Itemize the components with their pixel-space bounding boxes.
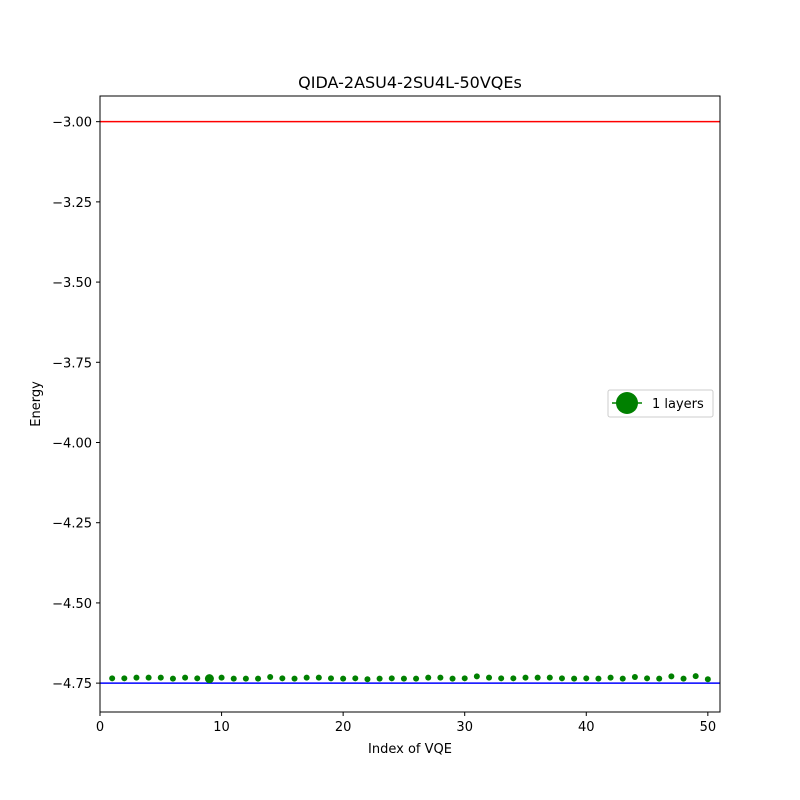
- data-point-7: [182, 674, 189, 681]
- data-point-22: [364, 676, 371, 683]
- x-tick-label-40: 40: [578, 720, 595, 735]
- data-point-20: [340, 675, 347, 682]
- data-point-11: [230, 675, 237, 682]
- y-tick-label-7: −4.75: [52, 677, 92, 692]
- legend-marker: [616, 392, 638, 414]
- data-point-48: [680, 675, 687, 682]
- data-point-40: [583, 675, 590, 682]
- x-axis-label: Index of VQE: [368, 742, 452, 757]
- legend-entry-1-layers: 1 layers: [652, 397, 704, 412]
- data-point-28: [437, 674, 444, 681]
- data-point-25: [400, 675, 407, 682]
- data-point-15: [279, 675, 286, 682]
- data-point-30: [461, 675, 468, 682]
- data-point-34: [510, 675, 517, 682]
- x-axis: 0 10 20 30 40 50: [96, 712, 716, 735]
- data-point-4: [145, 674, 152, 681]
- reference-lines: [100, 120, 720, 684]
- data-point-35: [522, 674, 529, 681]
- data-point-18: [315, 674, 322, 681]
- data-point-31: [473, 673, 480, 680]
- data-point-23: [376, 675, 383, 682]
- data-point-26: [413, 675, 420, 682]
- legend: 1 layers: [607, 389, 714, 418]
- data-point-49: [692, 673, 699, 680]
- data-point-2: [121, 675, 128, 682]
- data-point-24: [388, 675, 395, 682]
- data-point-43: [619, 675, 626, 682]
- y-tick-label-4: −4.00: [52, 437, 92, 452]
- data-point-1: [109, 675, 116, 682]
- data-point-47: [668, 673, 675, 680]
- data-point-37: [546, 674, 553, 681]
- data-point-12: [242, 675, 249, 682]
- x-tick-label-30: 30: [456, 720, 473, 735]
- data-point-6: [169, 675, 176, 682]
- data-point-44: [631, 674, 638, 681]
- data-point-9: [204, 674, 214, 684]
- y-tick-label-3: −3.75: [52, 356, 92, 371]
- data-point-17: [303, 674, 310, 681]
- data-point-41: [595, 675, 602, 682]
- y-tick-label-5: −4.25: [52, 517, 92, 532]
- data-point-19: [327, 675, 334, 682]
- data-point-21: [352, 675, 359, 682]
- data-point-14: [267, 674, 274, 681]
- data-point-27: [425, 674, 432, 681]
- data-point-32: [486, 674, 493, 681]
- y-axis-label: Energy: [29, 381, 44, 427]
- data-point-10: [218, 674, 225, 681]
- y-axis: −3.00 −3.25 −3.50 −3.75 −4.00 −4.25 −4.50 −4.75: [52, 116, 100, 692]
- data-point-46: [656, 675, 663, 682]
- data-point-29: [449, 675, 456, 682]
- data-point-42: [607, 674, 614, 681]
- x-tick-label-20: 20: [335, 720, 352, 735]
- x-tick-label-0: 0: [96, 720, 104, 735]
- chart-title: QIDA-2ASU4-2SU4L-50VQEs: [298, 73, 522, 92]
- y-tick-label-2: −3.50: [52, 276, 92, 291]
- data-point-50: [704, 676, 711, 683]
- data-point-45: [644, 675, 651, 682]
- data-points: [109, 673, 711, 684]
- data-point-5: [157, 674, 164, 681]
- y-tick-label-0: −3.00: [52, 116, 92, 131]
- x-tick-label-10: 10: [213, 720, 230, 735]
- x-tick-label-50: 50: [700, 720, 717, 735]
- data-point-3: [133, 674, 140, 681]
- data-point-13: [255, 675, 262, 682]
- data-point-39: [571, 675, 578, 682]
- data-point-36: [534, 674, 541, 681]
- y-tick-label-1: −3.25: [52, 196, 92, 211]
- data-point-16: [291, 675, 298, 682]
- y-tick-label-6: −4.50: [52, 597, 92, 612]
- plot-frame: [99, 95, 721, 713]
- data-point-8: [194, 675, 201, 682]
- data-point-33: [498, 675, 505, 682]
- data-point-38: [558, 675, 565, 682]
